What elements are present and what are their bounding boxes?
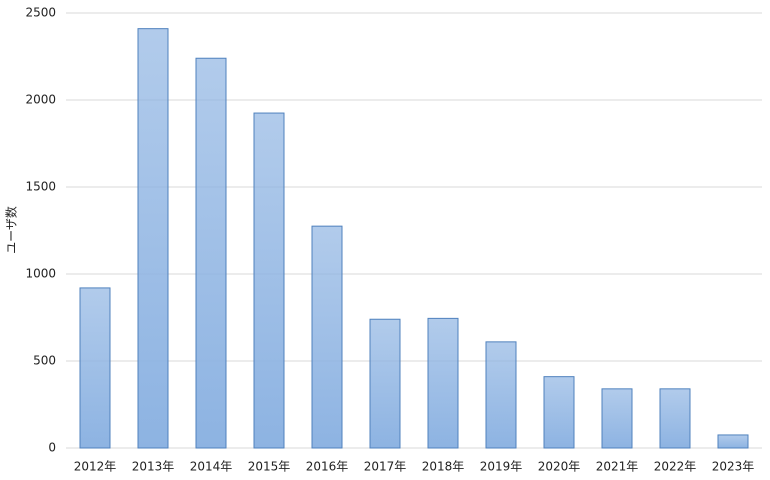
y-axis-label: ユーザ数 xyxy=(4,206,19,254)
bar xyxy=(311,225,343,449)
x-tick-label: 2016年 xyxy=(306,460,349,474)
bar xyxy=(369,318,401,449)
x-tick-label: 2013年 xyxy=(132,460,175,474)
y-tick-label: 500 xyxy=(33,354,56,368)
bar xyxy=(485,341,517,449)
bar xyxy=(195,57,227,449)
x-tick-label: 2019年 xyxy=(480,460,523,474)
x-tick-label: 2012年 xyxy=(74,460,117,474)
x-tick-label: 2014年 xyxy=(190,460,233,474)
bar xyxy=(659,388,691,449)
y-tick-label: 2000 xyxy=(25,93,56,107)
bar xyxy=(543,376,575,449)
bar xyxy=(137,28,169,449)
bar xyxy=(79,287,111,449)
x-tick-label: 2018年 xyxy=(422,460,465,474)
x-tick-label: 2021年 xyxy=(596,460,639,474)
y-tick-label: 0 xyxy=(48,441,56,455)
y-tick-label: 2500 xyxy=(25,6,56,20)
y-tick-label: 1500 xyxy=(25,180,56,194)
y-tick-label: 1000 xyxy=(25,267,56,281)
bar xyxy=(427,317,459,449)
bar xyxy=(717,434,749,449)
x-tick-label: 2017年 xyxy=(364,460,407,474)
bar xyxy=(253,112,285,449)
x-tick-label: 2015年 xyxy=(248,460,291,474)
x-tick-label: 2020年 xyxy=(538,460,581,474)
x-tick-label: 2022年 xyxy=(654,460,697,474)
bar xyxy=(601,388,633,449)
x-tick-label: 2023年 xyxy=(712,460,755,474)
